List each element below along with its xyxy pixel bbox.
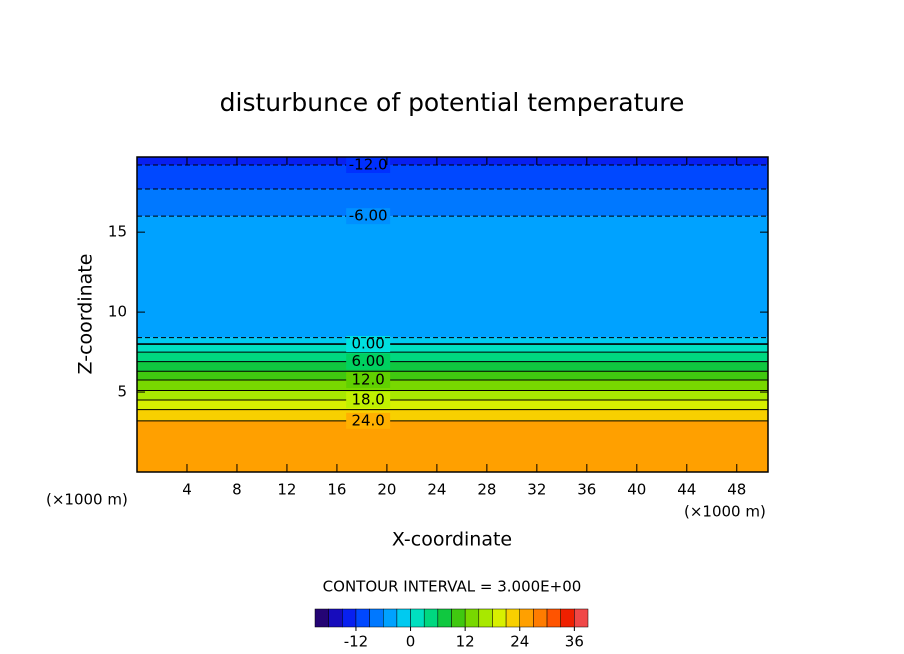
contour-band bbox=[137, 400, 768, 410]
plot-frame bbox=[136, 156, 769, 473]
x-tick-label: 20 bbox=[377, 481, 396, 499]
x-tick-label: 40 bbox=[627, 481, 646, 499]
colorbar-tick-label: 0 bbox=[406, 633, 416, 651]
x-tick-label: 16 bbox=[327, 481, 346, 499]
y-tick-label: 5 bbox=[117, 383, 127, 401]
x-tick-label: 36 bbox=[577, 481, 596, 499]
contour-label: 0.00 bbox=[351, 335, 384, 353]
x-tick-label: 8 bbox=[232, 481, 242, 499]
contour-band bbox=[137, 337, 768, 345]
x-tick-label: 44 bbox=[677, 481, 696, 499]
x-tick-label: 28 bbox=[477, 481, 496, 499]
contour-band bbox=[137, 344, 768, 353]
x-tick-label: 48 bbox=[727, 481, 746, 499]
chart-title: disturbunce of potential temperature bbox=[220, 88, 685, 117]
colorbar-cell bbox=[314, 608, 329, 628]
contour-label: -6.00 bbox=[349, 207, 388, 225]
colorbar-cell bbox=[396, 608, 411, 628]
colorbar-cell bbox=[574, 608, 589, 628]
colorbar-cell bbox=[533, 608, 548, 628]
contour-label: 12.0 bbox=[351, 371, 384, 389]
colorbar-tick-label: 24 bbox=[510, 633, 529, 651]
contour-label: -12.0 bbox=[349, 155, 388, 173]
colorbar-cell bbox=[492, 608, 507, 628]
contour-label-bg bbox=[346, 372, 391, 389]
contour-band bbox=[137, 361, 768, 372]
colorbar-cell bbox=[355, 608, 370, 628]
colorbar-tick-label: -12 bbox=[344, 633, 369, 651]
contour-interval: CONTOUR INTERVAL = 3.000E+00 bbox=[323, 578, 582, 596]
contour-label-bg bbox=[346, 412, 391, 429]
contour-label-bg bbox=[346, 336, 391, 353]
colorbar-cell bbox=[451, 608, 466, 628]
y-tick-label: 10 bbox=[108, 303, 127, 321]
contour-band bbox=[137, 352, 768, 362]
x-unit-right: (×1000 m) bbox=[684, 503, 766, 521]
colorbar-cell bbox=[410, 608, 425, 628]
x-tick-label: 4 bbox=[182, 481, 192, 499]
contour-band bbox=[137, 409, 768, 421]
contour-band bbox=[137, 380, 768, 391]
y-tick-label: 15 bbox=[108, 223, 127, 241]
contour-band bbox=[137, 216, 768, 338]
colorbar-cell bbox=[369, 608, 384, 628]
contour-label: 24.0 bbox=[351, 411, 384, 429]
contour-label: 6.00 bbox=[351, 352, 384, 370]
colorbar-cell bbox=[342, 608, 357, 628]
contour-label-bg bbox=[346, 208, 391, 225]
colorbar-cell bbox=[383, 608, 398, 628]
colorbar-cell bbox=[505, 608, 521, 628]
contour-band bbox=[137, 420, 768, 472]
contour-label: 18.0 bbox=[351, 391, 384, 409]
colorbar-cell bbox=[423, 608, 439, 628]
contour-band bbox=[137, 157, 768, 165]
colorbar-cell bbox=[519, 608, 534, 628]
x-tick-label: 24 bbox=[427, 481, 446, 499]
x-tick-label: 32 bbox=[527, 481, 546, 499]
contour-label-bg bbox=[346, 353, 391, 370]
contour-band bbox=[137, 188, 768, 217]
colorbar-tick-label: 12 bbox=[456, 633, 475, 651]
colorbar-cell bbox=[478, 608, 493, 628]
colorbar-cell bbox=[546, 608, 561, 628]
x-tick-label: 12 bbox=[277, 481, 296, 499]
contour-label-bg bbox=[346, 156, 391, 173]
colorbar-cell bbox=[328, 608, 343, 628]
x-axis-label: X-coordinate bbox=[392, 529, 512, 551]
colorbar-tick-label: 36 bbox=[565, 633, 584, 651]
colorbar-cell bbox=[437, 608, 452, 628]
colorbar-cell bbox=[464, 608, 480, 628]
y-axis-label: Z-coordinate bbox=[75, 254, 97, 375]
contour-band bbox=[137, 390, 768, 401]
contour-label-bg bbox=[346, 392, 391, 409]
x-unit: (×1000 m) bbox=[46, 491, 128, 509]
contour-band bbox=[137, 164, 768, 189]
contour-band bbox=[137, 371, 768, 381]
colorbar-cell bbox=[560, 608, 575, 628]
